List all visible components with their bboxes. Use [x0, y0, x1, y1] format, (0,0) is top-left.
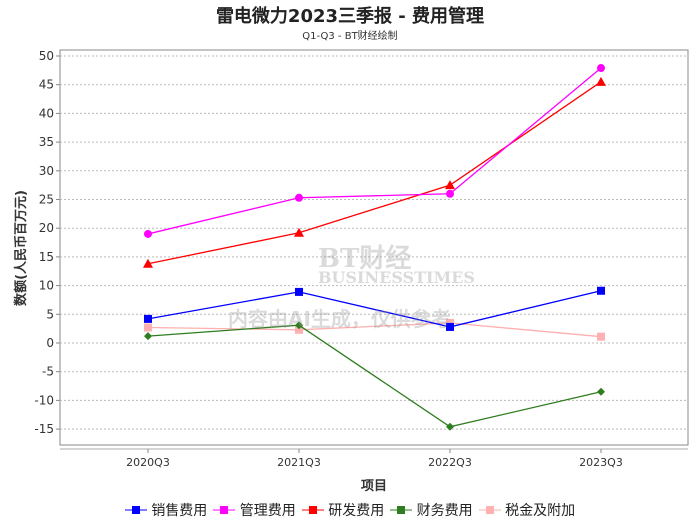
data-point — [597, 332, 605, 341]
legend-label: 研发费用 — [328, 503, 385, 519]
data-point — [295, 325, 303, 334]
legend-label: 税金及附加 — [505, 503, 576, 519]
x-tick-label: 2020Q3 — [126, 456, 170, 469]
data-point — [143, 258, 153, 268]
legend-item[interactable]: 研发费用 — [301, 500, 385, 520]
series-4 — [144, 318, 605, 341]
legend-marker-icon — [213, 506, 236, 514]
series-3 — [144, 321, 605, 431]
plot-area — [59, 49, 689, 446]
series-2 — [143, 76, 606, 268]
legend-marker-icon — [390, 506, 413, 514]
y-tick-label: 0 — [46, 336, 54, 350]
x-tick-label: 2023Q3 — [579, 456, 623, 469]
data-point — [294, 227, 304, 237]
chart-title: 雷电微力2023三季报 - 费用管理 — [215, 6, 485, 27]
legend-item[interactable]: 税金及附加 — [478, 500, 576, 520]
y-tick-label: 5 — [46, 307, 54, 321]
chart-subtitle: Q1-Q3 - BT财经绘制 — [302, 31, 398, 42]
data-point — [144, 332, 152, 341]
data-point — [597, 64, 605, 73]
legend-item[interactable]: 管理费用 — [213, 500, 296, 520]
y-tick-label: -5 — [42, 365, 54, 379]
x-tick-label: 2021Q3 — [277, 456, 321, 469]
series-0 — [144, 286, 605, 331]
legend-marker-icon — [124, 506, 147, 514]
y-tick-label: 45 — [39, 78, 54, 92]
watermark-brand: BT财经 — [318, 244, 412, 274]
legend-item[interactable]: 销售费用 — [124, 500, 208, 520]
data-point — [596, 76, 606, 86]
legend-label: 财务费用 — [416, 503, 473, 519]
watermark-notice: 内容由AI生成，仅供参考 — [228, 307, 451, 331]
y-tick-label: -10 — [34, 393, 54, 407]
data-point — [446, 318, 454, 327]
data-point — [295, 287, 303, 296]
legend-label: 销售费用 — [151, 503, 208, 519]
y-tick-label: 15 — [39, 250, 54, 264]
x-axis-label: 项目 — [361, 479, 387, 494]
watermark-brand-en: BUSINESSTIMES — [318, 268, 475, 287]
data-point — [445, 180, 455, 190]
y-tick-label: -15 — [34, 422, 54, 436]
y-tick-label: 35 — [39, 135, 54, 149]
y-tick-label: 50 — [39, 49, 54, 63]
data-point — [597, 387, 605, 396]
legend-marker-icon — [301, 506, 324, 514]
y-tick-label: 40 — [39, 106, 54, 120]
legend: 销售费用 管理费用 研发费用 财务费用 税金及附加 — [0, 500, 700, 520]
data-point — [597, 286, 605, 295]
series-line — [147, 81, 602, 265]
series-line — [147, 322, 602, 338]
data-point — [144, 229, 152, 238]
data-point — [295, 321, 303, 330]
y-axis-label: 数额(人民币百万元) — [13, 190, 29, 306]
y-tick-label: 25 — [39, 193, 54, 207]
data-point — [446, 422, 454, 431]
data-point — [295, 193, 303, 202]
data-point — [446, 322, 454, 331]
data-point — [446, 189, 454, 198]
x-tick-label: 2022Q3 — [428, 456, 472, 469]
y-tick-label: 20 — [39, 221, 54, 235]
legend-marker-icon — [478, 506, 501, 514]
y-tick-label: 30 — [39, 164, 54, 178]
series-line — [147, 67, 602, 235]
series-line — [147, 324, 602, 428]
legend-label: 管理费用 — [239, 503, 296, 519]
series-line — [147, 290, 602, 328]
series-1 — [144, 64, 605, 238]
y-tick-label: 10 — [39, 279, 54, 293]
data-point — [144, 323, 152, 332]
legend-item[interactable]: 财务费用 — [390, 500, 473, 520]
data-point — [144, 314, 152, 323]
